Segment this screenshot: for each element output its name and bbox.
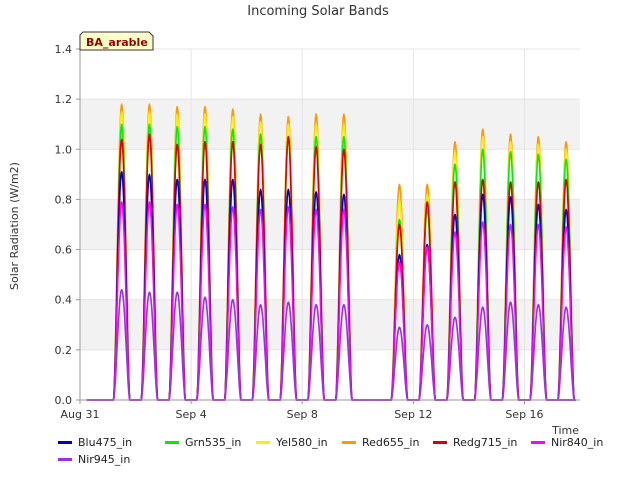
legend-item: Blu475_in bbox=[58, 436, 132, 449]
legend-label: Nir945_in bbox=[78, 453, 131, 466]
y-tick-label: 0.8 bbox=[55, 193, 73, 206]
legend-swatch bbox=[256, 441, 270, 444]
y-tick-labels: 0.0 0.2 0.4 0.6 0.8 1.0 1.2 1.4 bbox=[55, 43, 73, 407]
x-tick-label: Sep 16 bbox=[505, 408, 543, 421]
legend-swatch bbox=[58, 441, 72, 444]
legend-item: Yel580_in bbox=[256, 436, 328, 449]
legend-swatch bbox=[165, 441, 179, 444]
legend-label: Nir840_in bbox=[551, 436, 604, 449]
y-tick-label: 1.4 bbox=[55, 43, 73, 56]
axes bbox=[76, 48, 580, 404]
legend-label: Red655_in bbox=[362, 436, 420, 449]
legend-swatch bbox=[531, 441, 545, 444]
legend-item: Grn535_in bbox=[165, 436, 241, 449]
chart-title: Incoming Solar Bands bbox=[247, 4, 389, 19]
y-tick-label: 1.2 bbox=[55, 93, 73, 106]
legend-swatch bbox=[433, 441, 447, 444]
y-tick-label: 0.4 bbox=[55, 294, 73, 307]
x-tick-label: Sep 8 bbox=[287, 408, 318, 421]
x-tick-label: Sep 4 bbox=[175, 408, 206, 421]
y-tick-label: 0.6 bbox=[55, 244, 73, 257]
legend-swatch bbox=[58, 458, 72, 461]
y-tick-label: 0.0 bbox=[55, 394, 73, 407]
legend-item: Redg715_in bbox=[433, 436, 517, 449]
site-annotation: BA_arable bbox=[79, 31, 154, 51]
grid-bands bbox=[80, 99, 580, 350]
legend-item: Nir840_in bbox=[531, 436, 603, 449]
legend-item: Red655_in bbox=[342, 436, 419, 449]
x-tick-label: Aug 31 bbox=[61, 408, 100, 421]
legend-item: Nir945_in bbox=[58, 453, 130, 466]
site-annotation-text: BA_arable bbox=[86, 36, 148, 49]
y-axis-label: Solar Radiation (W/m2) bbox=[8, 162, 21, 290]
legend-label: Yel580_in bbox=[276, 436, 328, 449]
legend-swatch bbox=[342, 441, 356, 444]
legend-label: Redg715_in bbox=[453, 436, 518, 449]
x-axis-label: Time bbox=[551, 424, 579, 437]
y-tick-label: 0.2 bbox=[55, 344, 73, 357]
legend-label: Blu475_in bbox=[78, 436, 133, 449]
grid-band bbox=[80, 199, 580, 250]
grid-band bbox=[80, 99, 580, 150]
legend-label: Grn535_in bbox=[185, 436, 242, 449]
x-tick-labels: Aug 31 Sep 4 Sep 8 Sep 12 Sep 16 bbox=[61, 408, 544, 421]
x-tick-label: Sep 12 bbox=[394, 408, 432, 421]
site-annotation-box bbox=[79, 31, 154, 51]
y-tick-label: 1.0 bbox=[55, 143, 73, 156]
grid-band bbox=[80, 299, 580, 350]
